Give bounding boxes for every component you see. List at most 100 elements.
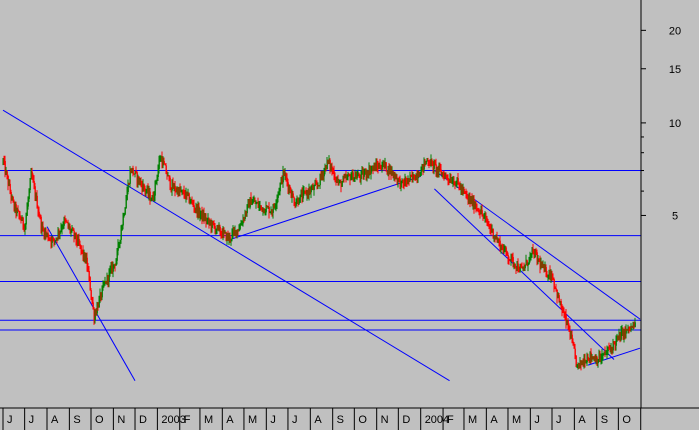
candle-body-496 — [498, 240, 500, 242]
candle-body-157 — [159, 159, 161, 162]
candle-body-263 — [265, 206, 267, 213]
candle-body-340 — [342, 177, 344, 183]
candle-body-21 — [23, 225, 25, 231]
candle-body-261 — [263, 208, 265, 213]
candle-body-71 — [73, 230, 75, 237]
candle-body-335 — [337, 179, 339, 183]
candle-body-416 — [418, 175, 420, 177]
y-tick-label-2: 10 — [669, 118, 681, 130]
candle-body-254 — [256, 202, 258, 204]
candle-body-111 — [113, 264, 115, 266]
candle-body-464 — [466, 194, 468, 197]
candle-body-180 — [182, 190, 184, 192]
candle-body-194 — [196, 205, 198, 215]
candle-body-617 — [619, 333, 621, 340]
candle-body-46 — [48, 238, 50, 240]
candle-body-60 — [62, 225, 64, 228]
candle-body-286 — [288, 186, 290, 190]
candle-body-480 — [482, 214, 484, 217]
candle-body-455 — [457, 178, 459, 183]
candle-body-160 — [162, 161, 164, 166]
candle-body-484 — [486, 218, 488, 223]
candle-body-590 — [592, 357, 594, 360]
candle-body-154 — [156, 177, 158, 181]
candle-body-384 — [386, 171, 388, 173]
candle-body-619 — [621, 330, 623, 332]
candle-body-23 — [25, 215, 27, 225]
candle-body-226 — [228, 236, 230, 240]
candle-body-333 — [335, 178, 337, 181]
candle-body-501 — [503, 249, 505, 253]
candle-body-543 — [545, 267, 547, 276]
candle-body-252 — [254, 200, 256, 204]
candle-body-440 — [442, 173, 444, 175]
candle-body-343 — [345, 176, 347, 179]
candle-body-483 — [485, 216, 487, 219]
candle-body-336 — [338, 181, 340, 183]
candle-body-322 — [324, 166, 326, 171]
candle-body-371 — [373, 165, 375, 169]
candle-body-205 — [207, 218, 209, 221]
candle-body-35 — [37, 208, 39, 212]
candle-body-401 — [403, 182, 405, 186]
candle-body-91 — [93, 308, 95, 321]
candle-body-376 — [378, 164, 380, 169]
candle-body-65 — [67, 222, 69, 227]
trend-line-4 — [434, 188, 615, 360]
candle-body-110 — [112, 264, 114, 272]
candle-body-231 — [233, 230, 235, 232]
candle-body-236 — [238, 229, 240, 231]
candle-body-92 — [94, 312, 96, 321]
candle-body-18 — [20, 218, 22, 221]
candle-body-280 — [282, 170, 284, 183]
candle-body-138 — [140, 180, 142, 185]
candle-body-492 — [494, 236, 496, 239]
candle-body-161 — [163, 161, 165, 165]
candle-body-507 — [509, 259, 511, 261]
candle-body-577 — [579, 360, 581, 365]
x-tick-label-4: O — [95, 414, 104, 426]
candle-body-225 — [227, 234, 229, 240]
candle-body-471 — [473, 198, 475, 209]
candle-body-449 — [451, 182, 453, 184]
candle-body-470 — [472, 198, 474, 206]
x-tick-label-16: O — [358, 414, 367, 426]
candle-body-167 — [169, 177, 171, 189]
candle-body-556 — [558, 295, 560, 303]
candle-body-47 — [49, 238, 51, 240]
candle-body-632 — [634, 322, 636, 327]
x-tick-label-5: N — [117, 414, 125, 426]
candle-body-547 — [549, 270, 551, 279]
candle-body-624 — [626, 328, 628, 331]
candle-body-240 — [242, 218, 244, 224]
candle-body-380 — [382, 161, 384, 167]
candle-body-196 — [198, 206, 200, 216]
candle-body-95 — [97, 305, 99, 308]
candle-body-219 — [221, 233, 223, 237]
x-tick-label-7: 2003 — [161, 414, 185, 426]
candle-body-268 — [270, 211, 272, 213]
candle-body-531 — [533, 250, 535, 257]
candle-body-292 — [294, 205, 296, 207]
candle-body-557 — [559, 301, 561, 303]
candle-body-452 — [454, 185, 456, 187]
candle-body-414 — [416, 174, 418, 179]
candle-body-127 — [129, 171, 131, 184]
candle-body-392 — [394, 173, 396, 179]
candle-body-73 — [75, 232, 77, 241]
candle-body-398 — [400, 180, 402, 188]
candle-body-260 — [262, 208, 264, 212]
candle-body-153 — [155, 180, 157, 182]
candle-body-521 — [523, 268, 525, 270]
candle-body-175 — [177, 188, 179, 196]
candle-body-125 — [127, 183, 129, 192]
candle-body-314 — [316, 184, 318, 186]
candle-body-230 — [232, 230, 234, 234]
candle-body-159 — [161, 157, 163, 166]
candle-body-248 — [250, 197, 252, 205]
candle-body-554 — [556, 289, 558, 299]
candle-body-31 — [33, 181, 35, 187]
candle-body-78 — [80, 245, 82, 250]
candle-body-277 — [279, 183, 281, 192]
candle-body-422 — [424, 161, 426, 165]
